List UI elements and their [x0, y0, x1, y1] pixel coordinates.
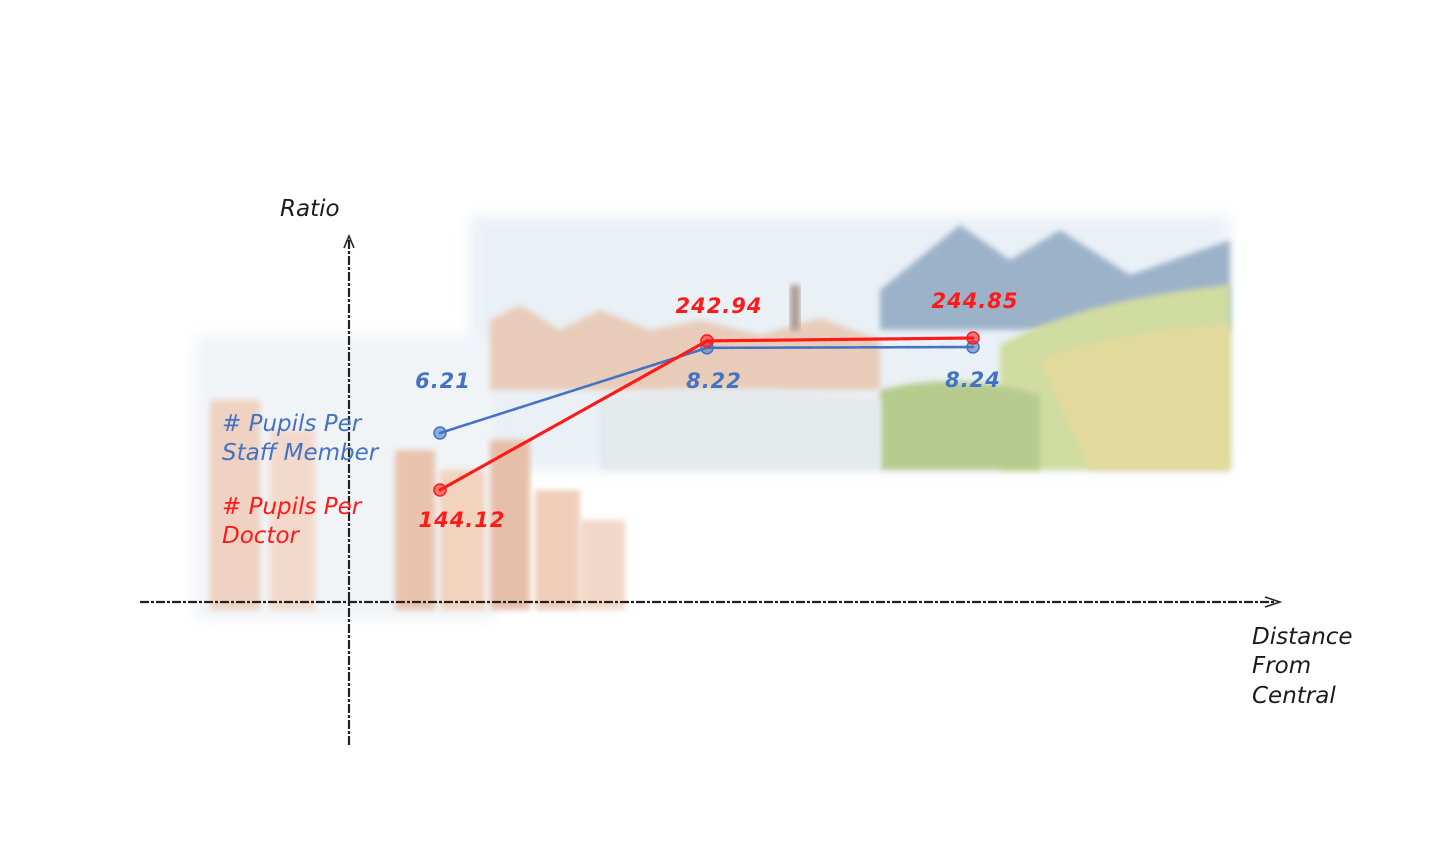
series-0-line-segment [438, 346, 709, 435]
series-0-line-segment [705, 345, 975, 350]
x-axis-arrow [1264, 596, 1283, 608]
series-0-data-label: 8.24 [945, 368, 1001, 392]
series-1-data-label: 242.94 [675, 294, 762, 318]
series-staff-label-line-2: Staff Member [222, 440, 380, 466]
series-staff-label-line-1: # Pupils Per [222, 411, 363, 437]
series-1-point [966, 331, 980, 345]
series-doctor-label-line-1: # Pupils Per [222, 494, 363, 520]
series-0-point [433, 426, 447, 440]
x-axis-title-line-1: Distance [1252, 624, 1353, 650]
landscape-illustration [195, 215, 1230, 620]
series-1-point [433, 483, 447, 497]
series-1-data-label: 144.12 [418, 508, 505, 532]
series-doctor-label-line-2: Doctor [222, 523, 301, 549]
series-marks: 6.21 8.22 8.24 144.12 242.94 244.85 [415, 289, 1018, 532]
series-1-line-segment [438, 339, 709, 492]
x-axis-title-line-2: From [1252, 653, 1311, 679]
series-1-line-segment [705, 336, 975, 343]
series-1-point [700, 334, 714, 348]
series-0-data-label: 6.21 [415, 369, 471, 393]
y-axis-title: Ratio [280, 196, 340, 222]
x-axis-title-line-3: Central [1252, 683, 1336, 709]
series-0-data-label: 8.22 [686, 369, 742, 393]
y-axis-arrow [343, 233, 355, 249]
series-1-data-label: 244.85 [931, 289, 1018, 313]
axes [140, 233, 1283, 745]
